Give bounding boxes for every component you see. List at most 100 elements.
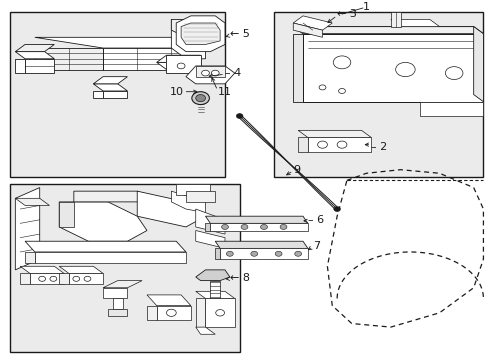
Polygon shape (293, 23, 322, 37)
Polygon shape (298, 130, 370, 138)
Text: 7: 7 (312, 240, 319, 251)
Polygon shape (210, 280, 220, 298)
Circle shape (260, 224, 267, 229)
Polygon shape (205, 298, 234, 327)
Polygon shape (195, 209, 224, 234)
Polygon shape (176, 184, 210, 195)
Polygon shape (15, 59, 25, 73)
Circle shape (221, 224, 228, 229)
Circle shape (201, 70, 209, 76)
Polygon shape (390, 12, 400, 27)
Polygon shape (20, 274, 30, 284)
Polygon shape (35, 37, 195, 48)
Polygon shape (215, 241, 307, 248)
Polygon shape (195, 291, 234, 298)
Polygon shape (195, 230, 224, 248)
Circle shape (226, 251, 233, 256)
Circle shape (445, 67, 462, 80)
Polygon shape (93, 84, 127, 91)
Text: ← 3: ← 3 (336, 9, 356, 19)
Circle shape (275, 251, 282, 256)
Polygon shape (25, 241, 185, 252)
Polygon shape (103, 288, 127, 298)
Polygon shape (25, 59, 54, 73)
Circle shape (166, 309, 176, 316)
Polygon shape (59, 274, 69, 284)
Polygon shape (205, 223, 210, 230)
Circle shape (338, 89, 345, 94)
Polygon shape (307, 138, 370, 152)
Polygon shape (147, 295, 190, 306)
Polygon shape (20, 266, 64, 274)
Bar (10, 184, 239, 352)
Polygon shape (157, 55, 200, 62)
Polygon shape (15, 198, 49, 206)
Polygon shape (157, 62, 200, 69)
Polygon shape (35, 252, 185, 263)
Polygon shape (181, 27, 200, 48)
Circle shape (336, 141, 346, 148)
Polygon shape (59, 202, 74, 227)
Circle shape (191, 92, 209, 104)
Polygon shape (108, 309, 127, 316)
Text: ← 8: ← 8 (229, 273, 249, 283)
Circle shape (211, 70, 219, 76)
Circle shape (395, 62, 414, 77)
Polygon shape (185, 66, 234, 84)
Text: – 6: – 6 (307, 215, 324, 225)
Polygon shape (215, 248, 220, 259)
Text: – 2: – 2 (370, 142, 386, 152)
Text: 9: 9 (293, 165, 300, 175)
Polygon shape (293, 34, 303, 102)
Circle shape (332, 56, 350, 69)
Polygon shape (171, 19, 205, 59)
Circle shape (50, 276, 57, 281)
Polygon shape (181, 23, 220, 45)
Polygon shape (166, 55, 200, 73)
Polygon shape (293, 27, 483, 34)
Polygon shape (30, 274, 64, 284)
Polygon shape (25, 252, 35, 263)
Polygon shape (15, 45, 54, 51)
Circle shape (195, 95, 205, 102)
Circle shape (177, 63, 184, 69)
Polygon shape (195, 298, 205, 327)
Text: 11: 11 (217, 87, 231, 97)
Polygon shape (103, 280, 142, 288)
Circle shape (280, 224, 286, 229)
Polygon shape (113, 298, 122, 309)
Polygon shape (171, 191, 205, 213)
Polygon shape (103, 48, 195, 69)
Circle shape (319, 85, 325, 90)
Polygon shape (205, 216, 307, 223)
Polygon shape (69, 274, 103, 284)
Circle shape (250, 251, 257, 256)
Polygon shape (157, 306, 190, 320)
Polygon shape (390, 19, 439, 27)
Polygon shape (15, 51, 54, 59)
Circle shape (236, 113, 243, 118)
Polygon shape (303, 34, 483, 102)
Polygon shape (74, 191, 166, 213)
Polygon shape (171, 19, 205, 37)
Circle shape (73, 276, 80, 281)
Circle shape (84, 276, 91, 281)
Polygon shape (103, 91, 127, 98)
Polygon shape (176, 16, 224, 51)
Circle shape (215, 310, 224, 316)
Polygon shape (59, 266, 103, 274)
Circle shape (241, 224, 247, 229)
Circle shape (294, 251, 301, 256)
Polygon shape (473, 27, 483, 102)
Polygon shape (137, 191, 205, 227)
Polygon shape (293, 16, 331, 30)
Polygon shape (419, 102, 483, 116)
Polygon shape (93, 91, 103, 98)
Polygon shape (195, 327, 215, 334)
Polygon shape (298, 138, 307, 152)
Polygon shape (147, 306, 157, 320)
Polygon shape (35, 48, 103, 69)
Polygon shape (185, 191, 215, 202)
Bar (273, 12, 483, 177)
Polygon shape (220, 248, 307, 259)
